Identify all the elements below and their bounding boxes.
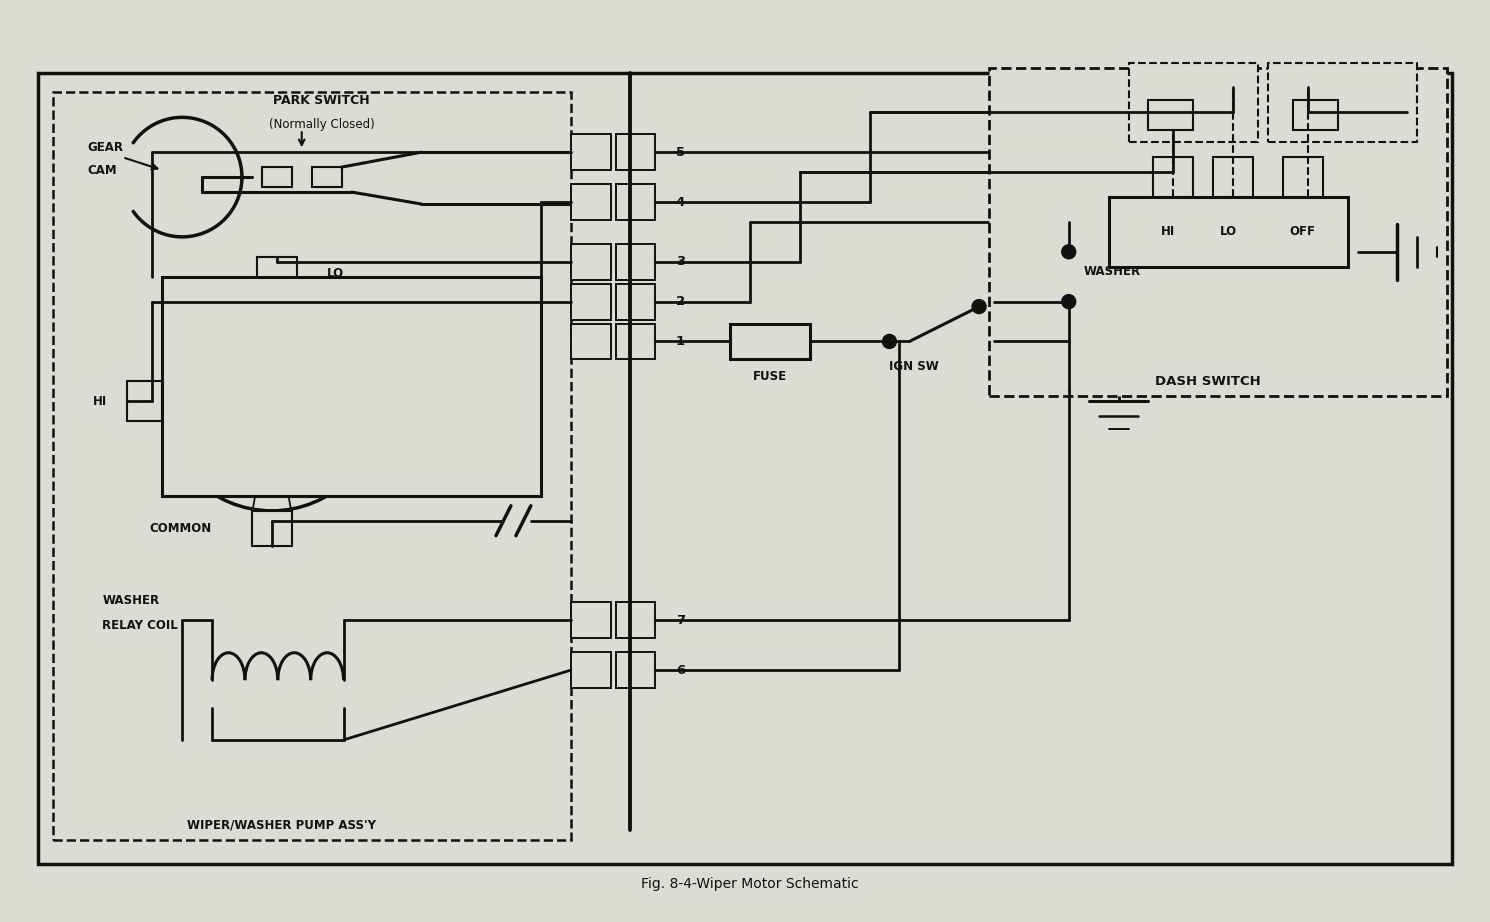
Text: 7: 7 [675, 614, 685, 627]
Bar [1268, 63, 1417, 142]
Bar [571, 324, 611, 360]
Text: FUSE: FUSE [752, 370, 787, 383]
Bar [989, 67, 1447, 396]
Text: IGN SW: IGN SW [890, 360, 939, 372]
Bar [252, 511, 292, 546]
Circle shape [162, 291, 381, 511]
Text: LO: LO [326, 267, 344, 280]
Text: PARK SWITCH: PARK SWITCH [273, 94, 370, 107]
Text: GEAR: GEAR [88, 141, 124, 154]
Text: HI: HI [94, 395, 107, 408]
Bar [571, 602, 611, 638]
Bar [1153, 157, 1193, 197]
Bar [128, 382, 162, 421]
Text: RELAY COIL: RELAY COIL [103, 619, 179, 632]
Bar [615, 184, 656, 220]
Bar [615, 602, 656, 638]
Bar [162, 277, 541, 496]
Text: WASHER: WASHER [1083, 266, 1141, 278]
Text: 2: 2 [675, 295, 685, 308]
Bar [262, 167, 292, 187]
Text: WIPER/WASHER PUMP ASS'Y: WIPER/WASHER PUMP ASS'Y [188, 818, 377, 831]
Bar [571, 652, 611, 688]
Text: HI: HI [1161, 225, 1176, 239]
Bar [1213, 157, 1253, 197]
Bar [1283, 157, 1323, 197]
Text: 4: 4 [675, 195, 685, 208]
Text: OFF: OFF [1290, 225, 1316, 239]
Text: Fig. 8-4-Wiper Motor Schematic: Fig. 8-4-Wiper Motor Schematic [641, 878, 858, 892]
Bar [52, 92, 571, 840]
Bar [571, 284, 611, 320]
Text: COMMON: COMMON [150, 522, 212, 536]
Text: 5: 5 [675, 146, 685, 159]
Bar [615, 135, 656, 171]
Bar [615, 284, 656, 320]
Bar [1293, 100, 1338, 130]
Bar [37, 73, 1453, 865]
Bar [571, 135, 611, 171]
Circle shape [882, 335, 897, 349]
Bar [571, 184, 611, 220]
Circle shape [1062, 295, 1076, 309]
Bar [1128, 63, 1258, 142]
Bar [571, 243, 611, 279]
Bar [615, 652, 656, 688]
Bar [615, 243, 656, 279]
Text: 1: 1 [675, 335, 685, 348]
Text: 3: 3 [675, 255, 685, 268]
Circle shape [971, 300, 986, 313]
Text: DASH SWITCH: DASH SWITCH [1155, 375, 1261, 388]
Bar [615, 324, 656, 360]
Circle shape [182, 312, 362, 491]
Bar [1109, 197, 1347, 266]
Circle shape [1062, 245, 1076, 259]
Text: WASHER: WASHER [103, 594, 159, 607]
Text: CAM: CAM [88, 163, 118, 177]
Bar [1149, 100, 1193, 130]
Text: 6: 6 [675, 664, 685, 677]
Text: (Normally Closed): (Normally Closed) [268, 118, 374, 131]
Bar [311, 167, 341, 187]
Text: LO: LO [1219, 225, 1237, 239]
Bar [730, 324, 809, 360]
Bar [256, 257, 297, 291]
